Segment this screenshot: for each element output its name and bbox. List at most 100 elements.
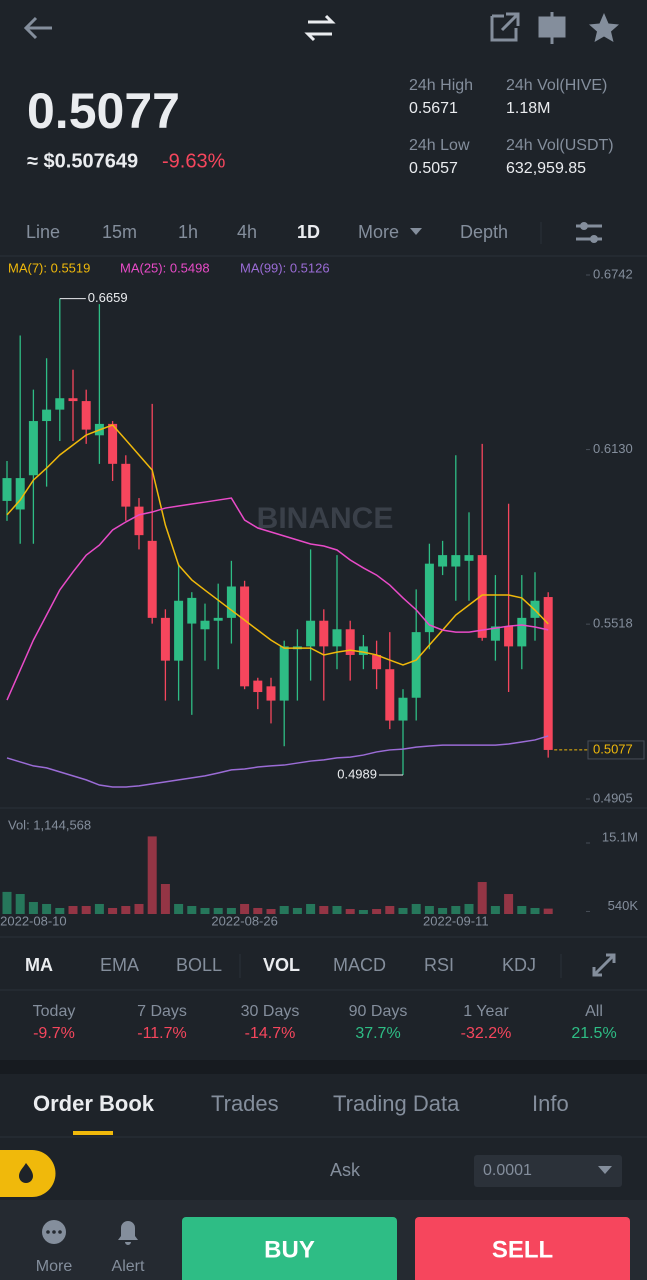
- volume-bar: [213, 907, 223, 914]
- candle-body: [332, 629, 342, 647]
- dropdown-caret: [598, 1166, 612, 1174]
- candle-body: [42, 409, 52, 422]
- section-tab[interactable]: Info: [532, 1091, 569, 1116]
- interval-tab[interactable]: 4h: [237, 222, 257, 242]
- volume-bar: [332, 906, 342, 914]
- alert-icon[interactable]: [118, 1221, 138, 1245]
- last-price: 0.5077: [27, 83, 180, 139]
- stat-value: 0.5057: [409, 160, 458, 177]
- interval-tab[interactable]: Line: [26, 222, 60, 242]
- volume-bar: [147, 836, 157, 914]
- indicator-tab[interactable]: EMA: [100, 955, 139, 975]
- candle-body: [464, 555, 474, 561]
- swap-button[interactable]: [304, 14, 336, 42]
- volume-bar: [226, 907, 236, 914]
- candle-body: [15, 478, 25, 510]
- volume-bar: [464, 903, 474, 914]
- period-label: All: [585, 1003, 603, 1020]
- volume-bar: [200, 907, 210, 914]
- candle-body: [28, 421, 38, 476]
- volume-bar: [306, 903, 316, 914]
- stat-value: 632,959.85: [506, 160, 586, 177]
- period-change: -32.2%: [461, 1025, 512, 1042]
- period-change: -14.7%: [245, 1025, 296, 1042]
- candle-body: [147, 540, 157, 618]
- y-tick-label: 0.4905: [593, 790, 633, 805]
- candle-body: [490, 626, 500, 641]
- max-label: 0.6659: [88, 290, 128, 305]
- volume-bar: [477, 882, 487, 914]
- period-label: 7 Days: [137, 1003, 187, 1020]
- legend-entry: MA(25): 0.5498: [120, 260, 210, 275]
- price-change: -9.63%: [162, 150, 226, 172]
- volume-bar: [240, 903, 250, 914]
- volume-bar: [517, 906, 527, 914]
- section-tab[interactable]: Trading Data: [333, 1091, 460, 1116]
- indicator-tab[interactable]: KDJ: [502, 955, 536, 975]
- section-tab-active[interactable]: Order Book: [33, 1091, 155, 1116]
- dot: [52, 1230, 56, 1234]
- legend-entry: MA(99): 0.5126: [240, 260, 330, 275]
- volume-bar: [68, 906, 78, 914]
- candle-body: [134, 506, 144, 536]
- precision-select[interactable]: [474, 1155, 622, 1187]
- nav-label[interactable]: More: [36, 1258, 73, 1275]
- dot: [46, 1230, 50, 1234]
- period-label: 90 Days: [349, 1003, 408, 1020]
- volume-bar: [345, 909, 355, 914]
- buy-button[interactable]: [182, 1217, 397, 1280]
- y-tick-label: 0.5518: [593, 616, 633, 631]
- interval-tab-active[interactable]: 1D: [297, 222, 320, 242]
- indicator-tab[interactable]: MACD: [333, 955, 386, 975]
- period-label: 1 Year: [463, 1003, 509, 1020]
- dot: [58, 1230, 62, 1234]
- fullscreen-button[interactable]: [592, 953, 616, 977]
- legend-entry: MA(7): 0.5519: [8, 260, 90, 275]
- y-tick-label: 540K: [608, 898, 639, 913]
- y-tick-label: 0.6130: [593, 441, 633, 456]
- last-price-tag: [587, 740, 645, 760]
- stat-label: 24h Low: [409, 137, 470, 154]
- period-change: 21.5%: [571, 1025, 616, 1042]
- volume-bar: [55, 907, 65, 914]
- candle-body: [187, 597, 197, 624]
- compare-button[interactable]: [538, 12, 566, 44]
- candle-body: [438, 555, 448, 567]
- volume-bar: [372, 909, 382, 914]
- volume-bar: [490, 906, 500, 914]
- volume-bar: [266, 909, 276, 914]
- volume-bar: [94, 903, 104, 914]
- volume-bar: [279, 906, 289, 914]
- period-label: 30 Days: [241, 1003, 300, 1020]
- candle-body: [319, 620, 329, 647]
- volume-bar: [108, 907, 118, 914]
- nav-label[interactable]: Alert: [112, 1258, 145, 1275]
- interval-tab[interactable]: More: [358, 222, 399, 242]
- interval-tab[interactable]: 15m: [102, 222, 137, 242]
- indicator-tab-active[interactable]: MA: [25, 955, 53, 975]
- indicator-tab[interactable]: BOLL: [176, 955, 222, 975]
- indicator-tab[interactable]: RSI: [424, 955, 454, 975]
- candle-body: [200, 620, 210, 630]
- min-label: 0.4989: [337, 766, 377, 781]
- candle-body: [240, 586, 250, 687]
- interval-tab[interactable]: 1h: [178, 222, 198, 242]
- buy-label: BUY: [264, 1236, 315, 1263]
- x-tick-label: 2022-08-26: [211, 913, 278, 928]
- stat-value: 0.5671: [409, 100, 458, 117]
- ma-line: [6, 735, 549, 788]
- share-button[interactable]: [490, 12, 520, 42]
- favorite-button[interactable]: [589, 13, 619, 42]
- sell-button[interactable]: [415, 1217, 630, 1280]
- ma-line: [6, 497, 549, 701]
- period-change: -9.7%: [33, 1025, 75, 1042]
- candle-body: [55, 398, 65, 410]
- indicator-tab-active[interactable]: VOL: [263, 955, 300, 975]
- candle-body: [424, 563, 434, 633]
- stat-label: 24h Vol(USDT): [506, 137, 614, 154]
- section-tab[interactable]: Trades: [211, 1091, 279, 1116]
- price-usd: ≈ $0.507649: [27, 150, 138, 172]
- back-button[interactable]: [23, 16, 52, 40]
- interval-tab[interactable]: Depth: [460, 222, 508, 242]
